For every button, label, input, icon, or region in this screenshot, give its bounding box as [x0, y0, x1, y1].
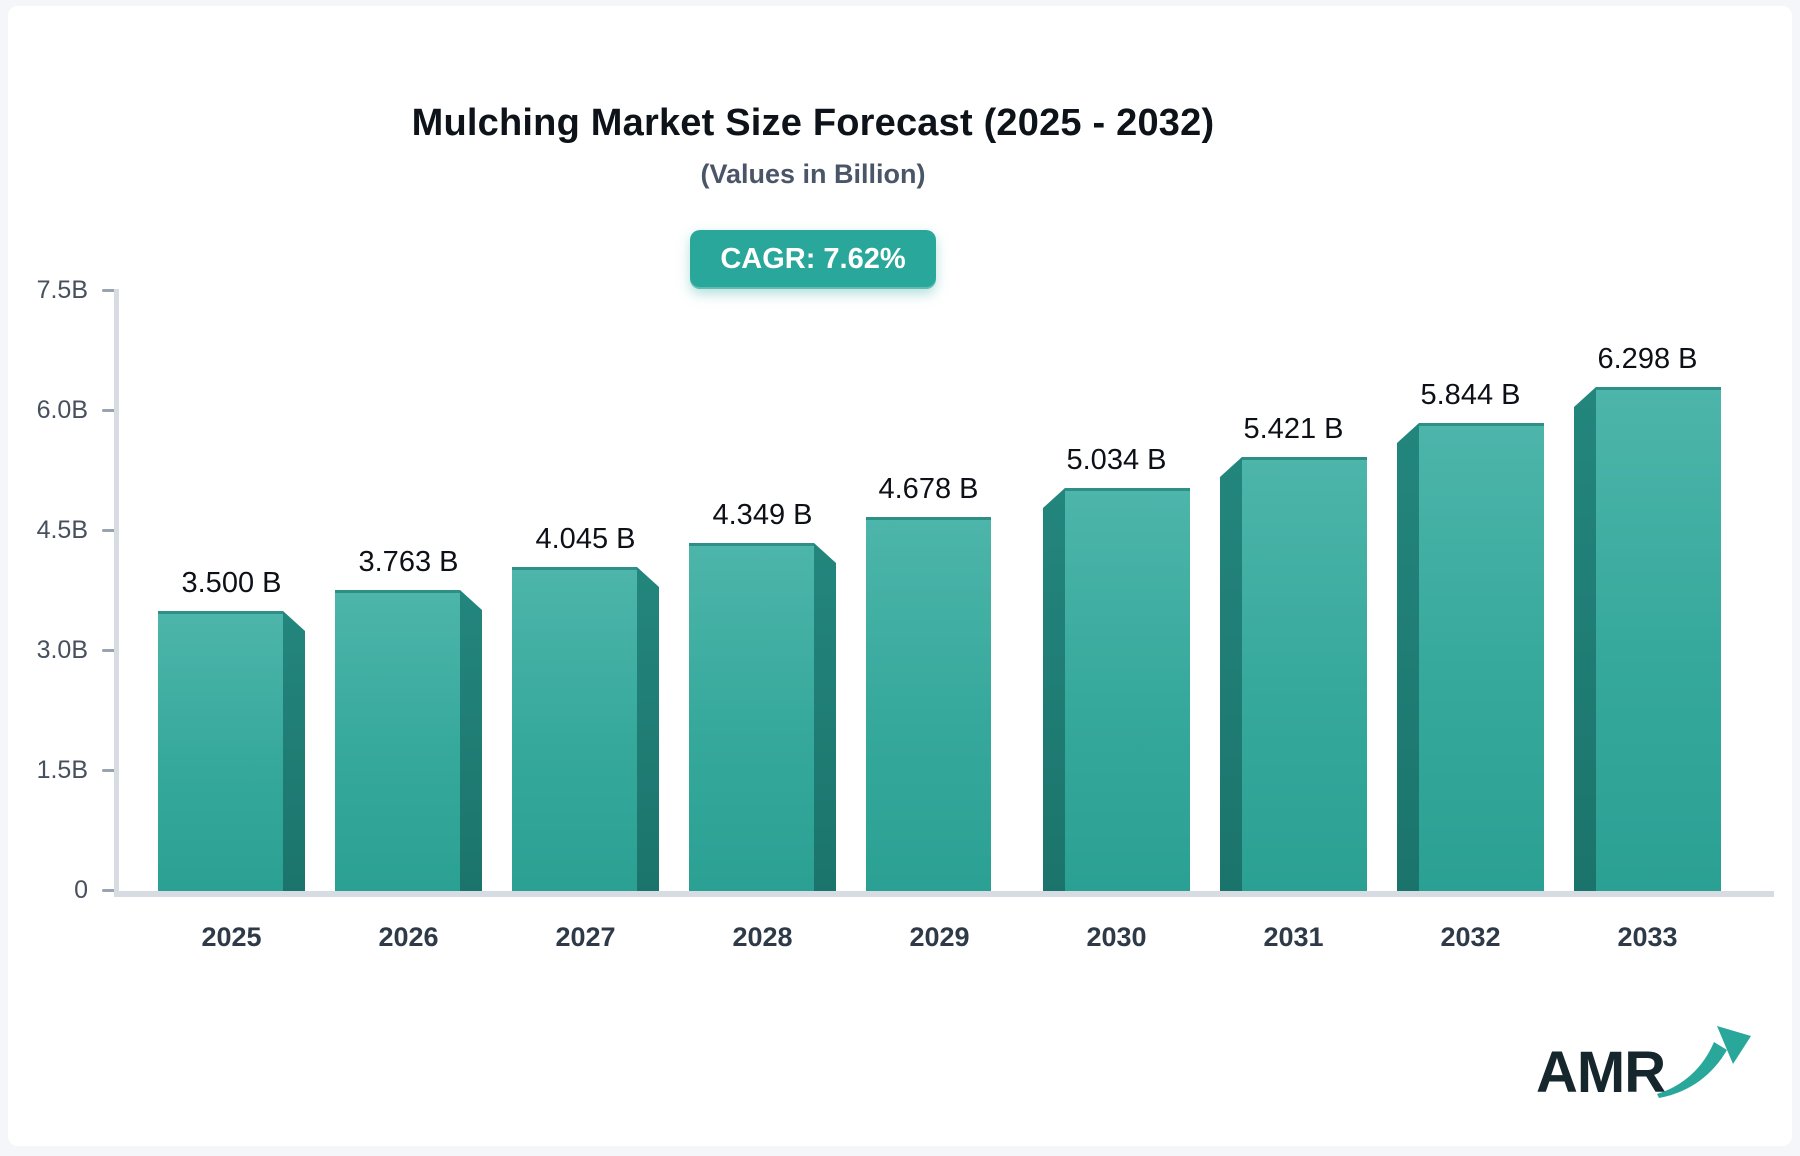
y-tick-label: 7.5B	[36, 276, 88, 304]
cagr-badge: CAGR: 7.62%	[690, 230, 936, 289]
bar-2028[interactable]	[689, 543, 836, 897]
bar-2030[interactable]	[1043, 488, 1190, 897]
y-tick-label: 3.0B	[36, 636, 88, 664]
y-tick-mark	[102, 889, 119, 892]
y-tick-mark	[102, 529, 119, 532]
bar-face	[689, 543, 814, 897]
bar-value-label: 4.678 B	[878, 473, 979, 505]
chart-title: Mulching Market Size Forecast (2025 - 20…	[411, 102, 1215, 144]
bar-value-label: 5.844 B	[1420, 379, 1521, 411]
bar-side-face	[814, 543, 836, 897]
y-tick-mark	[102, 289, 119, 292]
bar-2029[interactable]	[866, 517, 1013, 897]
x-axis-label-2025: 2025	[201, 922, 262, 952]
y-tick-mark	[102, 769, 119, 772]
bar-side-face	[283, 611, 305, 897]
x-axis-label-2026: 2026	[378, 922, 439, 952]
bar-value-label: 4.045 B	[535, 523, 636, 555]
x-axis-line	[114, 891, 1774, 897]
y-tick: 1.5B	[16, 756, 119, 785]
y-tick: 4.5B	[16, 516, 119, 545]
bar-side-face	[1574, 387, 1596, 897]
y-tick-label: 1.5B	[36, 756, 88, 784]
bar-face	[335, 590, 460, 897]
x-axis-label-2028: 2028	[732, 922, 793, 952]
bar-2032[interactable]	[1397, 423, 1544, 897]
bar-2027[interactable]	[512, 567, 659, 897]
x-axis-label-2032: 2032	[1440, 922, 1501, 952]
y-tick: 0	[16, 876, 119, 905]
bar-face	[1419, 423, 1544, 897]
y-tick-mark	[102, 649, 119, 652]
bar-2033[interactable]	[1574, 387, 1721, 897]
amr-logo: AMR	[1536, 1024, 1753, 1102]
bar-side-face	[1397, 423, 1419, 897]
x-axis-label-2030: 2030	[1086, 922, 1147, 952]
trend-arrow-icon	[1657, 1026, 1752, 1098]
bar-face	[1242, 457, 1367, 897]
bar-value-label: 4.349 B	[712, 499, 813, 531]
chart-subtitle: (Values in Billion)	[700, 159, 926, 189]
bar-side-face	[460, 590, 482, 897]
bar-2025[interactable]	[158, 611, 305, 897]
bar-face	[866, 517, 991, 897]
x-axis-label-2033: 2033	[1617, 922, 1678, 952]
bar-face	[1065, 488, 1190, 897]
x-axis-label-2027: 2027	[555, 922, 616, 952]
y-tick: 7.5B	[16, 276, 119, 305]
bar-face	[158, 611, 283, 897]
y-tick: 6.0B	[16, 396, 119, 425]
y-tick-label: 4.5B	[36, 516, 88, 544]
bar-value-label: 6.298 B	[1597, 343, 1698, 375]
bar-value-label: 3.763 B	[358, 546, 459, 578]
chart-stage: Mulching Market Size Forecast (2025 - 20…	[8, 6, 1792, 1146]
chart-header: Mulching Market Size Forecast (2025 - 20…	[8, 6, 1618, 289]
bar-value-label: 5.034 B	[1066, 444, 1167, 476]
bar-value-label: 5.421 B	[1243, 413, 1344, 445]
y-tick-mark	[102, 409, 119, 412]
bar-face	[512, 567, 637, 897]
y-tick: 3.0B	[16, 636, 119, 665]
bar-2026[interactable]	[335, 590, 482, 897]
bar-side-face	[1220, 457, 1242, 897]
x-axis-label-2031: 2031	[1263, 922, 1324, 952]
bar-2031[interactable]	[1220, 457, 1367, 897]
amr-logo-text: AMR	[1536, 1040, 1666, 1105]
bar-side-face	[1043, 488, 1065, 897]
chart-card: Mulching Market Size Forecast (2025 - 20…	[8, 6, 1792, 1146]
x-axis-label-2029: 2029	[909, 922, 970, 952]
bar-value-label: 3.500 B	[181, 567, 282, 599]
bar-face	[1596, 387, 1721, 897]
y-tick-label: 6.0B	[36, 396, 88, 424]
bar-side-face	[637, 567, 659, 897]
y-axis-line	[114, 289, 119, 897]
y-tick-label: 0	[74, 876, 88, 904]
